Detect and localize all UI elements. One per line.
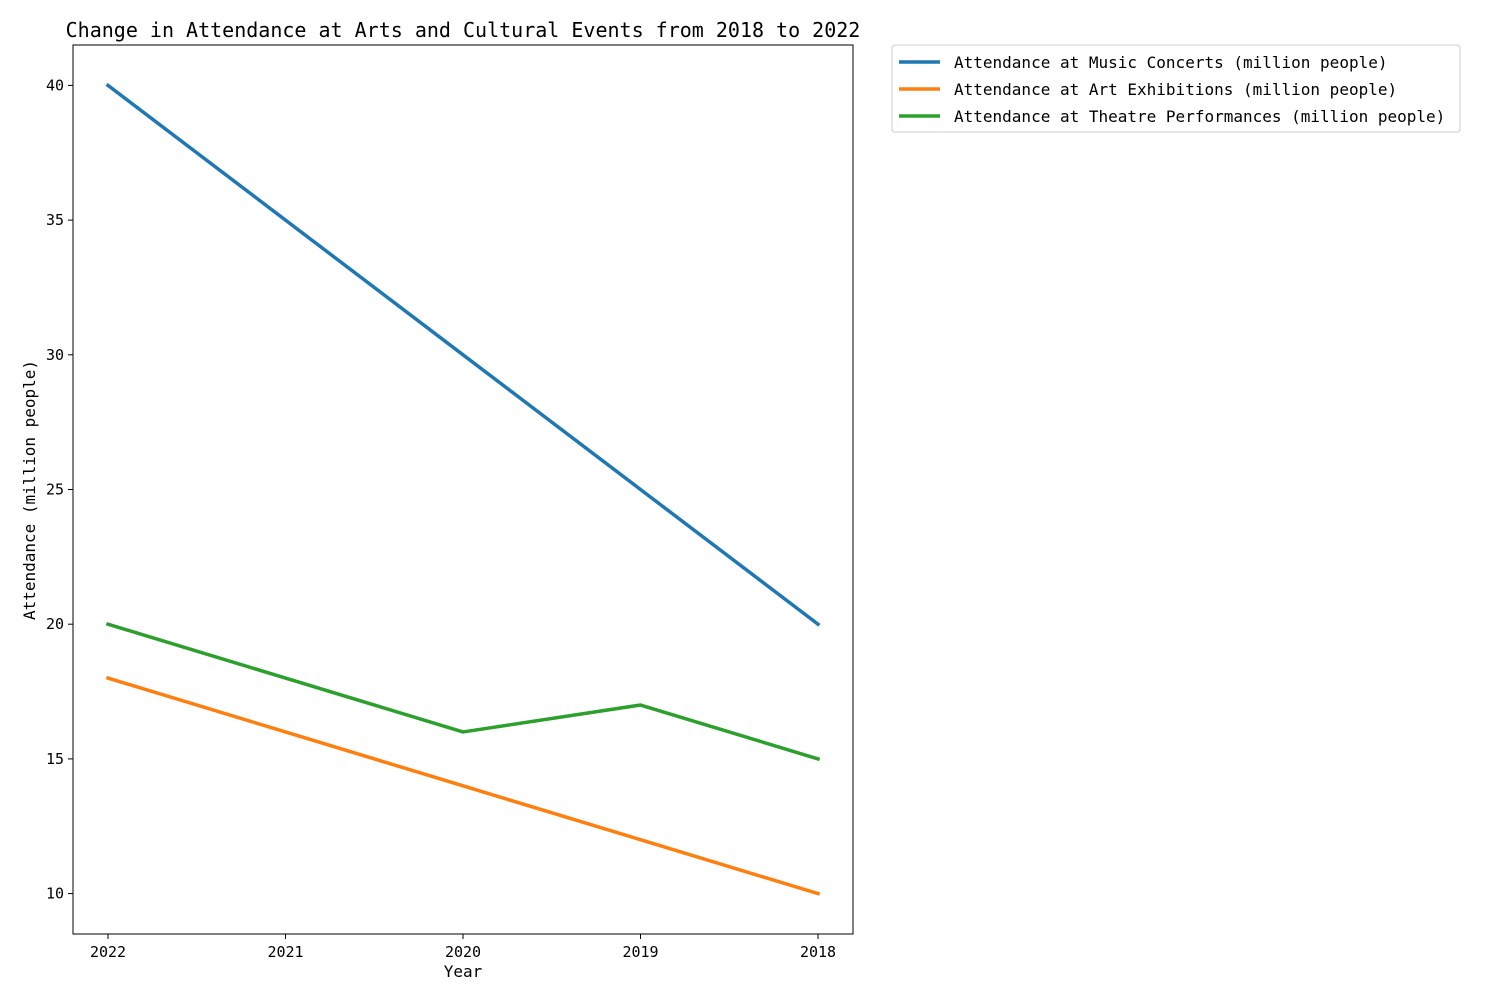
y-tick-label-30: 30 bbox=[46, 346, 64, 364]
legend-label-attendance-at-music-concerts: Attendance at Music Concerts (million pe… bbox=[954, 53, 1387, 72]
data-point-attendance-at-music-concerts-2019 bbox=[640, 489, 641, 490]
x-tick-label-2020: 2020 bbox=[445, 943, 481, 961]
x-axis-label: Year bbox=[444, 962, 483, 981]
y-axis-label: Attendance (million people) bbox=[20, 360, 39, 620]
y-tick-label-10: 10 bbox=[46, 885, 64, 903]
data-point-attendance-at-art-exhibitions-2019 bbox=[640, 839, 641, 841]
y-tick-label-20: 20 bbox=[46, 615, 64, 633]
data-point-attendance-at-theatre-performances-2021 bbox=[285, 677, 286, 679]
data-point-attendance-at-music-concerts-2022 bbox=[107, 84, 109, 86]
data-point-attendance-at-theatre-performances-2020 bbox=[462, 731, 464, 733]
y-axis: 10 15 20 25 30 35 40 bbox=[46, 76, 73, 903]
legend-label-attendance-at-theatre-performances: Attendance at Theatre Performances (mill… bbox=[954, 107, 1445, 126]
data-point-attendance-at-art-exhibitions-2020 bbox=[462, 785, 464, 787]
legend-label-attendance-at-art-exhibitions: Attendance at Art Exhibitions (million p… bbox=[954, 80, 1397, 99]
series-line-attendance-at-theatre-performances bbox=[105, 622, 821, 762]
chart-title: Change in Attendance at Arts and Cultura… bbox=[66, 18, 861, 42]
data-point-attendance-at-art-exhibitions-2018 bbox=[817, 893, 819, 895]
plot-area bbox=[72, 44, 854, 935]
y-tick-label-15: 15 bbox=[46, 750, 64, 768]
y-tick-label-35: 35 bbox=[46, 211, 64, 229]
series-layer bbox=[105, 82, 821, 896]
legend-frame bbox=[891, 44, 1461, 133]
x-tick-label-2022: 2022 bbox=[90, 943, 126, 961]
legend: Attendance at Music Concerts (million pe… bbox=[891, 44, 1461, 133]
data-point-attendance-at-music-concerts-2018 bbox=[817, 623, 819, 625]
data-point-attendance-at-music-concerts-2021 bbox=[285, 219, 286, 221]
data-point-attendance-at-theatre-performances-2022 bbox=[107, 623, 109, 625]
x-tick-label-2021: 2021 bbox=[267, 943, 303, 961]
x-tick-label-2018: 2018 bbox=[800, 943, 836, 961]
data-point-attendance-at-music-concerts-2020 bbox=[462, 354, 464, 356]
data-point-attendance-at-art-exhibitions-2021 bbox=[285, 731, 286, 733]
data-point-attendance-at-theatre-performances-2019 bbox=[640, 704, 641, 706]
y-tick-label-40: 40 bbox=[46, 76, 64, 94]
data-point-attendance-at-art-exhibitions-2022 bbox=[107, 677, 109, 679]
data-point-attendance-at-theatre-performances-2018 bbox=[817, 758, 819, 760]
x-tick-label-2019: 2019 bbox=[622, 943, 658, 961]
x-axis: 2022 2021 2020 2019 2018 bbox=[90, 934, 836, 961]
y-tick-label-25: 25 bbox=[46, 481, 64, 499]
